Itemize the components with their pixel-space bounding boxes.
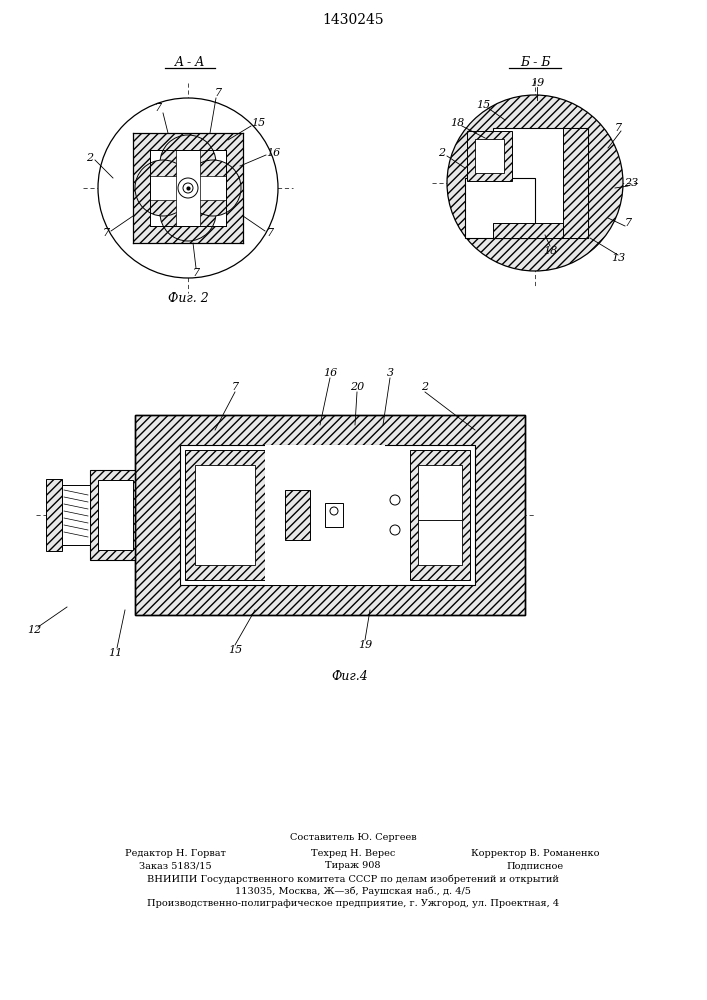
Text: 113035, Москва, Ж—зб, Раушская наб., д. 4/5: 113035, Москва, Ж—зб, Раушская наб., д. … — [235, 886, 471, 896]
Bar — [418, 465, 462, 520]
Bar — [410, 450, 470, 580]
Text: 16: 16 — [323, 368, 337, 378]
Circle shape — [330, 507, 338, 515]
Bar — [285, 490, 310, 540]
Text: 19: 19 — [358, 640, 372, 650]
Circle shape — [160, 185, 216, 241]
Text: 2: 2 — [86, 153, 93, 163]
Text: 12: 12 — [27, 625, 41, 635]
Bar — [62, 485, 90, 545]
Bar — [418, 520, 462, 565]
Bar — [325, 503, 343, 527]
Bar — [150, 176, 226, 200]
Text: Составитель Ю. Сергеев: Составитель Ю. Сергеев — [290, 834, 416, 842]
Text: A - A: A - A — [175, 56, 205, 70]
Circle shape — [390, 525, 400, 535]
Text: 1430245: 1430245 — [322, 13, 384, 27]
Text: 7: 7 — [103, 228, 110, 238]
Text: 7: 7 — [154, 103, 162, 113]
Text: Подписное: Подписное — [506, 861, 563, 870]
Bar — [467, 131, 512, 181]
Text: Тираж 908: Тираж 908 — [325, 861, 381, 870]
Text: 18: 18 — [450, 118, 464, 128]
Bar — [465, 178, 535, 238]
Bar — [475, 139, 504, 173]
Text: 7: 7 — [614, 123, 621, 133]
Text: 7: 7 — [214, 88, 221, 98]
Bar — [133, 133, 243, 243]
Text: ВНИИПИ Государственного комитета СССР по делам изобретений и открытий: ВНИИПИ Государственного комитета СССР по… — [147, 874, 559, 884]
Text: Редактор Н. Горват: Редактор Н. Горват — [124, 848, 226, 857]
Circle shape — [160, 135, 216, 191]
Circle shape — [98, 98, 278, 278]
Bar — [176, 150, 200, 226]
Text: 2: 2 — [438, 148, 445, 158]
Bar — [265, 445, 385, 585]
Text: 7: 7 — [192, 268, 199, 278]
Text: Б - Б: Б - Б — [520, 56, 550, 70]
Circle shape — [135, 160, 191, 216]
Bar — [180, 445, 475, 585]
Circle shape — [183, 183, 193, 193]
Text: 13: 13 — [611, 253, 625, 263]
Text: 2: 2 — [421, 382, 428, 392]
Text: 20: 20 — [350, 382, 364, 392]
Text: Техред Н. Верес: Техред Н. Верес — [311, 848, 395, 857]
Bar — [135, 415, 525, 615]
Text: 16: 16 — [266, 148, 280, 158]
Text: 23: 23 — [624, 178, 638, 188]
Circle shape — [447, 95, 623, 271]
Text: 18: 18 — [543, 246, 557, 256]
Text: 19: 19 — [530, 78, 544, 88]
Text: 11: 11 — [108, 648, 122, 658]
Circle shape — [390, 495, 400, 505]
Text: 15: 15 — [476, 100, 490, 110]
Bar — [195, 465, 255, 565]
Bar — [98, 480, 133, 550]
Text: 15: 15 — [228, 645, 242, 655]
Text: 15: 15 — [251, 118, 265, 128]
Text: 3: 3 — [387, 368, 394, 378]
Bar — [563, 128, 588, 238]
Text: Фиг. 2: Фиг. 2 — [168, 292, 209, 304]
Bar — [90, 470, 135, 560]
Bar — [185, 450, 265, 580]
Text: Корректор В. Романенко: Корректор В. Романенко — [471, 848, 600, 857]
Circle shape — [185, 160, 241, 216]
Bar — [135, 415, 525, 615]
Text: 7: 7 — [231, 382, 238, 392]
Text: Заказ 5183/15: Заказ 5183/15 — [139, 861, 211, 870]
Bar — [150, 150, 226, 226]
Text: Производственно-полиграфическое предприятие, г. Ужгород, ул. Проектная, 4: Производственно-полиграфическое предприя… — [147, 898, 559, 908]
Text: 7: 7 — [624, 218, 631, 228]
Bar — [46, 479, 62, 551]
Bar — [493, 223, 563, 238]
Circle shape — [178, 178, 198, 198]
Text: Фиг.4: Фиг.4 — [332, 670, 368, 684]
Bar — [493, 128, 588, 238]
Text: 7: 7 — [267, 228, 274, 238]
